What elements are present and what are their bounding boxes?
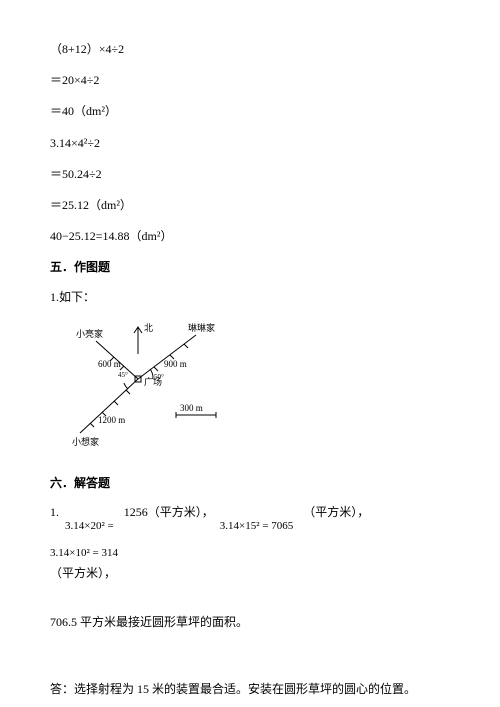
calc-line-7: 40−25.12=14.88（dm²）: [50, 227, 450, 246]
diagram-label-a50: 50°: [154, 373, 164, 381]
calc-line-2: ＝20×4÷2: [50, 71, 450, 90]
diagram-label-linlin: 琳琳家: [188, 322, 215, 333]
diagram-label-xiangxiang: 小想家: [72, 436, 99, 447]
formula-3: . 3.14×10² = 314: [50, 533, 118, 559]
formula-3-result: （平方米），: [50, 564, 450, 583]
diagram: 小亮家 琳琳家 小想家 广场 北 600 m 900 m 1200 m 300 …: [68, 319, 450, 460]
formula-1: . 3.14×20² =: [65, 507, 114, 533]
formula-2-result: （平方米），: [303, 503, 369, 522]
section-6-item-1: 1. . 3.14×20² = 1256（平方米）， . 3.14×15² = …: [50, 503, 450, 560]
calc-line-5: ＝50.24÷2: [50, 165, 450, 184]
item-number: 1.: [50, 503, 59, 522]
diagram-label-a45: 45°: [118, 371, 128, 379]
calc-line-6: ＝25.12（dm²）: [50, 196, 450, 215]
diagram-label-300: 300 m: [180, 403, 203, 413]
calc-line-1: （8+12）×4÷2: [50, 40, 450, 59]
formula-2: . 3.14×15² = 7065: [220, 507, 293, 533]
section-6-title: 六．解答题: [50, 474, 450, 493]
formula-1-result: 1256（平方米），: [124, 503, 214, 522]
diagram-label-1200: 1200 m: [98, 415, 125, 425]
diagram-label-900: 900 m: [164, 359, 187, 369]
calc-line-3: ＝40（dm²）: [50, 102, 450, 121]
diagram-label-bei: 北: [144, 323, 153, 333]
section-6-answer: 答：选择射程为 15 米的装置最合适。安装在圆形草坪的圆心的位置。: [50, 680, 450, 699]
diagram-label-xiaoliang: 小亮家: [76, 328, 103, 339]
section-5-title: 五．作图题: [50, 258, 450, 277]
section-6-line-2: 706.5 平方米最接近圆形草坪的面积。: [50, 613, 450, 632]
diagram-label-600: 600 m: [98, 359, 121, 369]
calc-line-4: 3.14×4²÷2: [50, 134, 450, 153]
section-5-item-1: 1.如下：: [50, 288, 450, 307]
